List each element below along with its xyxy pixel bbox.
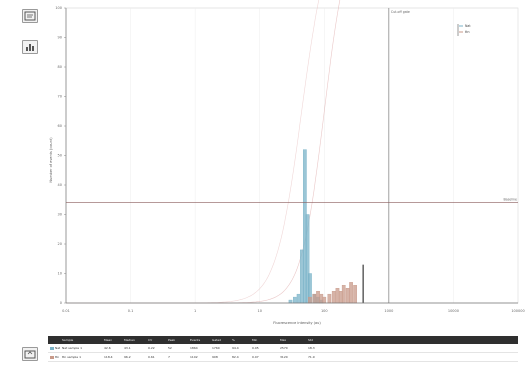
bar-ttn-10	[345, 288, 350, 304]
series-swatch	[50, 355, 54, 359]
export-button[interactable]	[22, 347, 38, 361]
histogram-view-icon	[26, 44, 34, 51]
legend-item-label: Nat	[465, 24, 471, 28]
table-cell: 118.4	[104, 355, 113, 359]
bar-nat-0	[288, 299, 293, 304]
table-cell: 3120	[280, 355, 288, 359]
table-cell: 1102	[190, 355, 198, 359]
chart-annotations: Cut-off gate Baseline	[66, 8, 518, 303]
export-icon	[24, 350, 36, 359]
y-tick-label: 50	[58, 154, 62, 158]
x-tick-label: 0.01	[62, 309, 70, 313]
bar-ttn-1	[312, 293, 317, 304]
table-header-cell: CV	[148, 338, 153, 342]
y-tick-label: 30	[58, 213, 62, 217]
table-header-cell: Gated	[212, 338, 222, 342]
table-cell: 42.6	[104, 346, 111, 350]
table-header-cell: Std	[308, 338, 313, 342]
table-cell: 82.4	[232, 355, 239, 359]
y-tick-label: 40	[58, 183, 62, 187]
table-cell: 0.22	[148, 346, 155, 350]
table-header-cell: Sample	[62, 338, 74, 342]
x-tick-label: 0.1	[128, 309, 134, 313]
bar-nat-2	[296, 293, 301, 304]
bar-ttn-12	[353, 285, 357, 304]
series-label: ttn	[54, 355, 60, 359]
image-view-button[interactable]	[22, 9, 38, 23]
table-cell: 7	[168, 355, 170, 359]
table-cell: 94.4	[232, 346, 239, 350]
table-header-cell: %	[232, 338, 235, 342]
x-tick-label: 1000	[384, 309, 393, 313]
table-cell: Nat sample 1	[62, 346, 82, 350]
y-tick-label: 70	[58, 95, 62, 99]
x-tick-label: 100000	[511, 309, 524, 313]
table-cell: 96.2	[124, 355, 131, 359]
bar-ttn-2	[316, 291, 320, 304]
baseline-label: Baseline	[503, 198, 517, 202]
y-tick-label: 100	[55, 6, 62, 10]
series-label: Nat	[54, 346, 60, 350]
x-tick-label: 100	[321, 309, 328, 313]
chart-axes	[65, 8, 518, 304]
bar-nat-1	[293, 296, 297, 304]
table-header: Sample Mean Median CV Peak Events Gated% Min Max…	[48, 336, 518, 344]
table-cell: 0.07	[252, 355, 259, 359]
table-row[interactable]: Nat Nat sample 1 42.6 43.1 0.22 52 1864 1760 94.…	[48, 344, 518, 353]
chart-legend: Nat ttn	[457, 24, 471, 36]
bar-ttn-4	[322, 296, 327, 304]
series-color-cell: Nat	[48, 346, 60, 350]
y-tick-label: 10	[58, 272, 62, 276]
y-tick-label: 90	[58, 36, 62, 40]
table-cell: 2570	[280, 346, 288, 350]
y-tick-label: 0	[60, 301, 62, 305]
table-header-cell: Min	[252, 338, 258, 342]
table-header-cell: Events	[190, 338, 201, 342]
histogram-view-button[interactable]	[22, 40, 38, 54]
cutoff-gate-label: Cut-off gate	[391, 10, 410, 14]
bar-ttn-6	[331, 291, 336, 304]
statistics-table: Sample Mean Median CV Peak Events Gated% Min Max…	[48, 336, 518, 362]
plot-area	[65, 7, 519, 304]
marker-bar	[362, 264, 364, 303]
table-cell: 1760	[212, 346, 220, 350]
table-cell: 0.61	[148, 355, 155, 359]
series-color-cell: ttn	[48, 355, 60, 359]
table-cell: 908	[212, 355, 218, 359]
table-cell: 52	[168, 346, 172, 350]
bar-ttn-7	[335, 288, 340, 304]
histogram-chart: 0.01 0.1 1 10 100 1000 10000 100000 0 10 20 30 40 50 6…	[49, 0, 525, 325]
y-tick-label: 60	[58, 124, 62, 128]
bar-ttn-11	[349, 282, 353, 304]
x-tick-label: 1	[194, 309, 196, 313]
chart-grid	[64, 7, 519, 304]
bar-ttn-9	[341, 285, 346, 304]
chart-bars	[288, 149, 364, 304]
x-tick-label: 10	[257, 309, 261, 313]
table-cell: ttn sample 1	[62, 355, 81, 359]
table-header-cell: Median	[124, 338, 135, 342]
table-cell: 71.9	[308, 355, 315, 359]
table-header-cell: Peak	[168, 338, 176, 342]
y-axis-label: Number of events (count)	[49, 137, 53, 183]
x-axis-label: Fluorescence intensity (au)	[273, 321, 321, 325]
chart-ticks: 0.01 0.1 1 10 100 1000 10000 100000 0 10 20 30 40 50 6…	[55, 6, 524, 313]
table-row[interactable]: ttn ttn sample 1 118.4 96.2 0.61 7 1102 908 82.4…	[48, 353, 518, 362]
x-tick-label: 10000	[448, 309, 459, 313]
legend-item-label: ttn	[465, 30, 470, 34]
table-header-cell: Max	[280, 338, 287, 342]
table-cell: 1864	[190, 346, 198, 350]
y-tick-label: 80	[58, 65, 62, 69]
image-view-icon	[24, 11, 36, 21]
bar-ttn-0	[308, 296, 312, 304]
series-swatch	[50, 346, 54, 350]
table-cell: 18.3	[308, 346, 315, 350]
table-cell: 0.05	[252, 346, 259, 350]
table-header-cell: Mean	[104, 338, 113, 342]
table-cell: 43.1	[124, 346, 131, 350]
bar-ttn-5	[327, 293, 332, 304]
y-tick-label: 20	[58, 242, 62, 246]
